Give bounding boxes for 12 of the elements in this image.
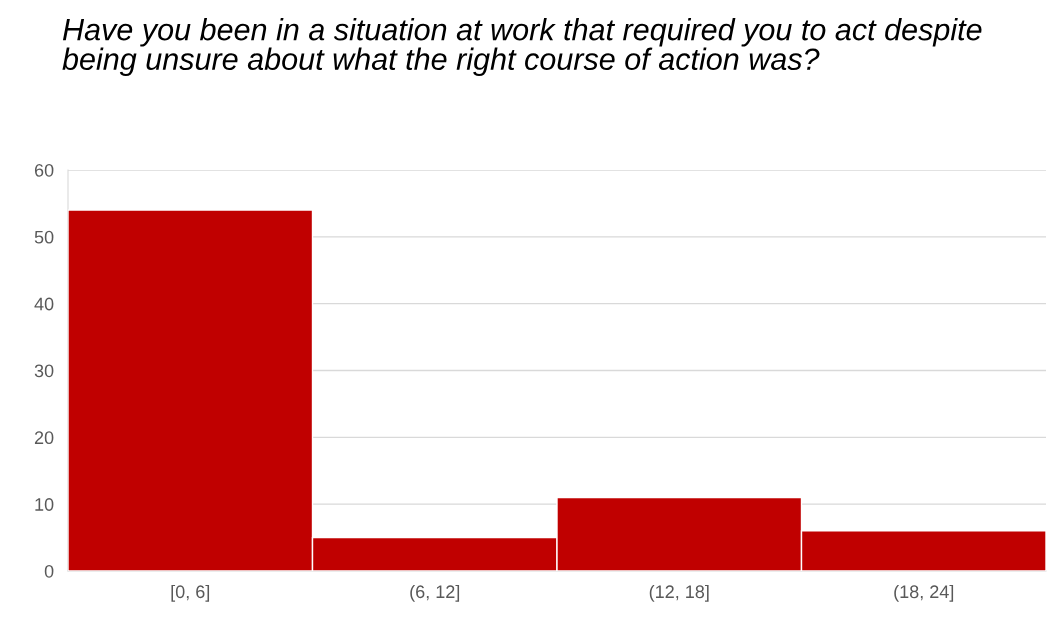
y-tick-label: 60 bbox=[34, 163, 54, 177]
chart-title: Have you been in a situation at work that required you to act despite being unsure about what the right course of action was? bbox=[62, 18, 982, 77]
x-tick-label: (6, 12] bbox=[410, 584, 460, 602]
x-tick-label: (18, 24] bbox=[894, 584, 954, 602]
y-tick-label: 0 bbox=[44, 564, 54, 578]
y-tick-label: 30 bbox=[34, 364, 54, 378]
y-tick-label: 20 bbox=[34, 431, 54, 445]
y-tick-label: 40 bbox=[34, 297, 54, 311]
y-tick-label: 50 bbox=[34, 230, 54, 244]
y-tick-label: 10 bbox=[35, 498, 54, 511]
x-tick-label: (12, 18] bbox=[649, 584, 709, 602]
x-tick-label: [0, 6] bbox=[171, 584, 210, 602]
